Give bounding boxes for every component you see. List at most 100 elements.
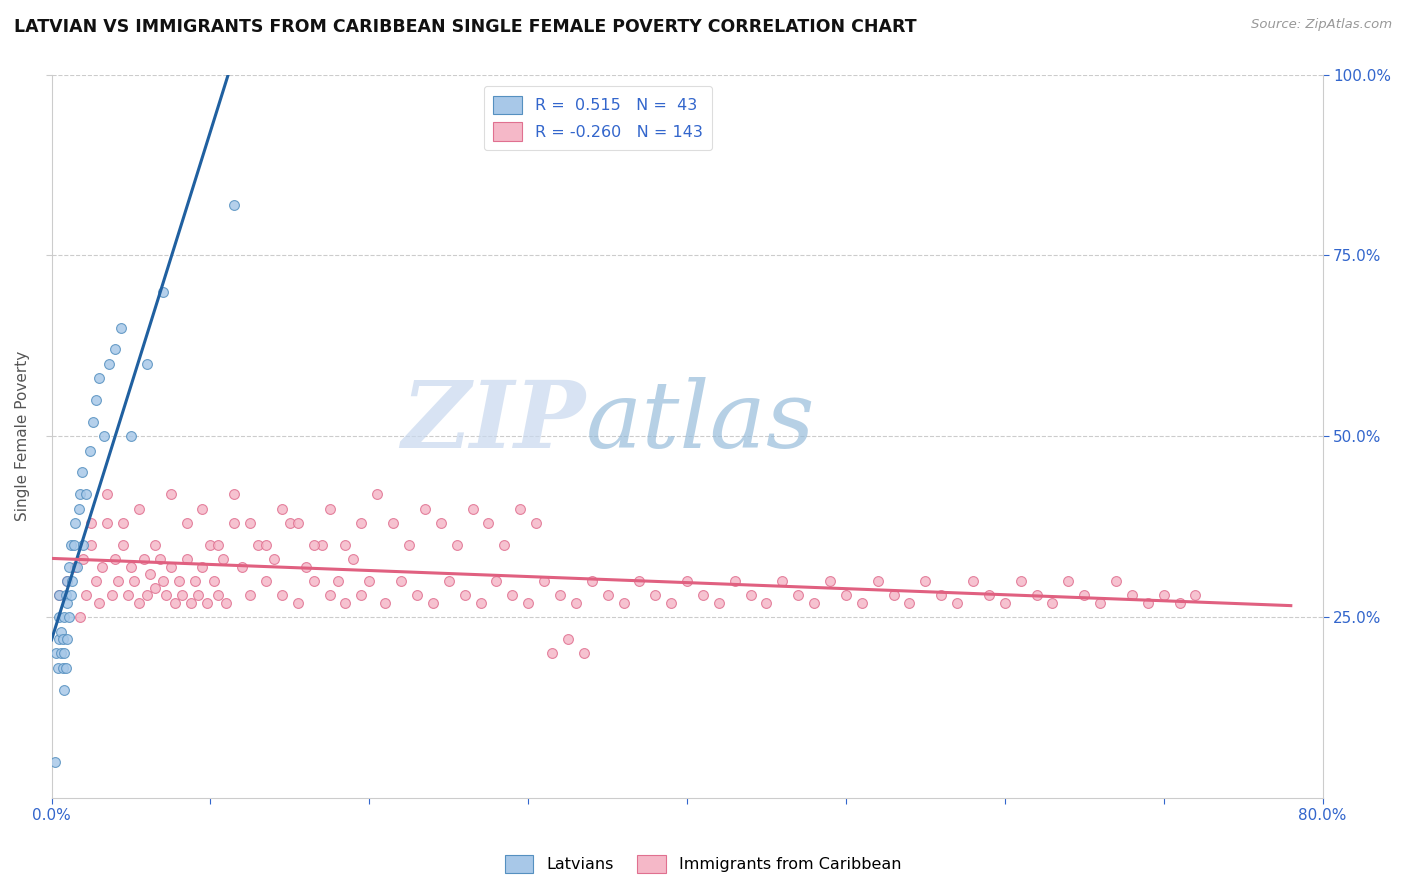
Point — [48, 632, 70, 646]
Point — [977, 589, 1000, 603]
Point — [342, 552, 364, 566]
Point — [79, 443, 101, 458]
Point — [53, 610, 76, 624]
Point — [254, 574, 277, 588]
Point — [52, 661, 75, 675]
Point — [139, 566, 162, 581]
Point — [69, 487, 91, 501]
Point — [91, 559, 114, 574]
Point — [596, 589, 619, 603]
Point — [659, 596, 682, 610]
Point — [755, 596, 778, 610]
Point — [541, 646, 564, 660]
Legend: Latvians, Immigrants from Caribbean: Latvians, Immigrants from Caribbean — [498, 848, 908, 880]
Point — [152, 574, 174, 588]
Point — [224, 198, 246, 212]
Point — [254, 538, 277, 552]
Point — [49, 646, 72, 660]
Point — [422, 596, 444, 610]
Point — [1088, 596, 1111, 610]
Point — [56, 574, 79, 588]
Point — [76, 589, 98, 603]
Point — [565, 596, 588, 610]
Point — [84, 574, 107, 588]
Point — [207, 589, 229, 603]
Point — [1042, 596, 1064, 610]
Point — [159, 487, 181, 501]
Point — [56, 574, 79, 588]
Point — [477, 516, 499, 530]
Point — [994, 596, 1017, 610]
Point — [692, 589, 714, 603]
Point — [263, 552, 285, 566]
Point — [413, 501, 436, 516]
Point — [398, 538, 420, 552]
Point — [898, 596, 921, 610]
Point — [572, 646, 595, 660]
Point — [167, 574, 190, 588]
Point — [914, 574, 936, 588]
Point — [62, 538, 84, 552]
Point — [1025, 589, 1047, 603]
Point — [53, 682, 76, 697]
Point — [60, 574, 83, 588]
Point — [770, 574, 793, 588]
Point — [548, 589, 571, 603]
Point — [180, 596, 202, 610]
Point — [97, 357, 120, 371]
Point — [787, 589, 810, 603]
Point — [501, 589, 523, 603]
Point — [359, 574, 381, 588]
Point — [143, 581, 166, 595]
Text: atlas: atlas — [585, 376, 815, 467]
Point — [96, 487, 118, 501]
Point — [524, 516, 547, 530]
Point — [59, 538, 82, 552]
Point — [195, 596, 218, 610]
Point — [58, 610, 80, 624]
Point — [48, 610, 70, 624]
Point — [318, 589, 340, 603]
Point — [72, 538, 94, 552]
Point — [350, 589, 373, 603]
Point — [93, 429, 115, 443]
Point — [215, 596, 238, 610]
Point — [1105, 574, 1128, 588]
Point — [740, 589, 762, 603]
Point — [48, 589, 70, 603]
Point — [557, 632, 579, 646]
Point — [104, 552, 127, 566]
Point — [76, 487, 98, 501]
Point — [453, 589, 475, 603]
Point — [1010, 574, 1032, 588]
Point — [176, 516, 198, 530]
Point — [132, 552, 155, 566]
Point — [1057, 574, 1080, 588]
Point — [335, 538, 357, 552]
Point — [200, 538, 222, 552]
Point — [53, 646, 76, 660]
Point — [803, 596, 825, 610]
Point — [302, 538, 325, 552]
Point — [111, 516, 134, 530]
Point — [49, 624, 72, 639]
Point — [152, 285, 174, 299]
Point — [446, 538, 468, 552]
Point — [239, 516, 262, 530]
Point — [628, 574, 651, 588]
Point — [155, 589, 177, 603]
Point — [374, 596, 396, 610]
Point — [494, 538, 516, 552]
Point — [461, 501, 484, 516]
Point — [644, 589, 666, 603]
Point — [101, 589, 124, 603]
Point — [80, 516, 103, 530]
Point — [533, 574, 555, 588]
Point — [135, 589, 157, 603]
Point — [45, 646, 67, 660]
Point — [866, 574, 889, 588]
Point — [89, 371, 111, 385]
Point — [46, 661, 69, 675]
Point — [818, 574, 841, 588]
Point — [58, 559, 80, 574]
